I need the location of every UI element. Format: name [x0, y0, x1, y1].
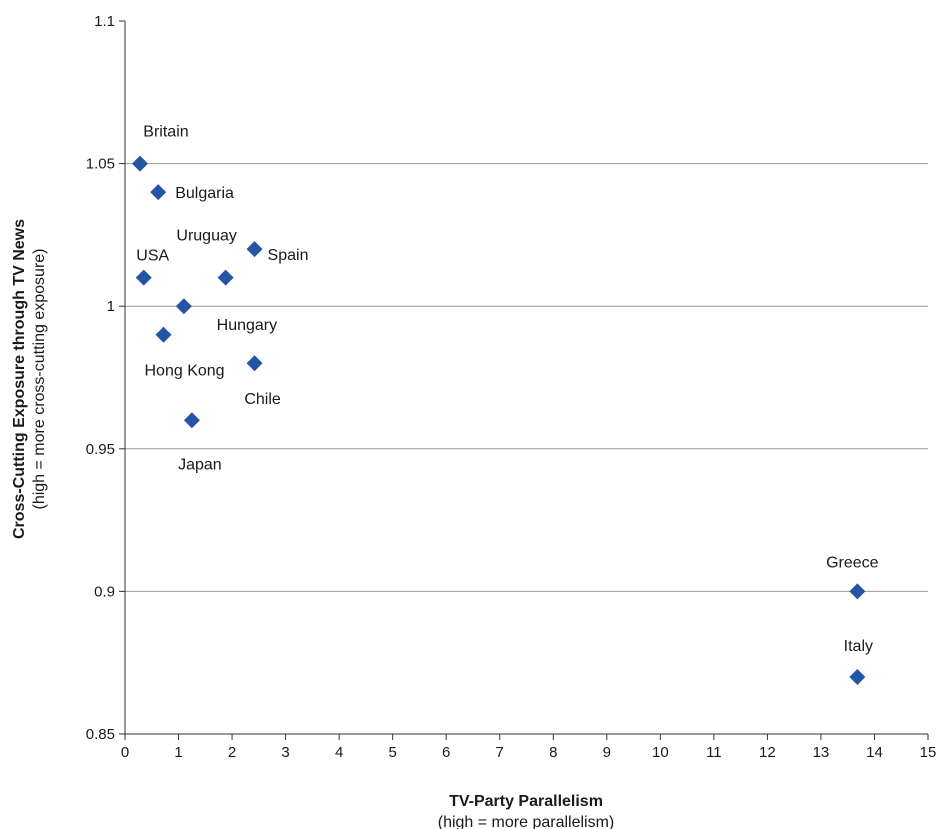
- point-label-hungary: Hungary: [217, 317, 277, 334]
- x-tick-label: 8: [549, 744, 557, 761]
- point-label-usa: USA: [136, 248, 169, 265]
- x-tick-label: 0: [121, 744, 129, 761]
- y-tick-label: 1: [107, 298, 115, 315]
- data-point-uruguay: [217, 269, 234, 286]
- x-tick-label: 10: [652, 744, 669, 761]
- data-point-greece: [849, 583, 866, 600]
- point-label-chile: Chile: [244, 391, 281, 408]
- x-tick-label: 6: [442, 744, 450, 761]
- y-tick-label: 1.1: [94, 13, 115, 30]
- x-tick-label: 13: [813, 744, 830, 761]
- x-tick-label: 2: [228, 744, 236, 761]
- x-axis-title: TV-Party Parallelism: [449, 793, 603, 810]
- point-label-greece: Greece: [826, 554, 879, 571]
- x-tick-label: 7: [496, 744, 504, 761]
- x-tick-label: 11: [706, 744, 722, 761]
- x-axis-note: (high = more parallelism): [438, 814, 615, 829]
- point-label-bulgaria: Bulgaria: [175, 185, 234, 202]
- data-point-chile: [246, 355, 263, 372]
- data-point-italy: [849, 668, 866, 685]
- data-point-hong-kong: [155, 326, 172, 343]
- point-label-italy: Italy: [844, 638, 873, 655]
- point-label-uruguay: Uruguay: [176, 228, 236, 245]
- x-tick-label: 12: [759, 744, 776, 761]
- point-label-japan: Japan: [178, 456, 222, 473]
- point-label-britain: Britain: [143, 124, 188, 141]
- x-tick-label: 5: [388, 744, 396, 761]
- data-points: [131, 155, 866, 685]
- y-axis-note: (high = more cross-cutting exposure): [31, 249, 48, 510]
- point-label-hong-kong: Hong Kong: [145, 363, 225, 380]
- data-point-usa: [135, 269, 152, 286]
- y-tick-label: 0.9: [94, 583, 115, 600]
- y-tick-label: 0.95: [86, 441, 115, 458]
- data-point-japan: [183, 412, 200, 429]
- y-tick-label: 1.05: [86, 156, 115, 173]
- gridlines: [125, 163, 928, 592]
- data-point-bulgaria: [150, 184, 167, 201]
- data-point-britain: [131, 155, 148, 172]
- y-axis-title: Cross-Cutting Exposure through TV News: [11, 219, 28, 539]
- x-tick-label: 14: [866, 744, 883, 761]
- data-point-spain: [246, 241, 263, 258]
- y-tick-label: 0.85: [86, 726, 115, 743]
- x-tick-label: 4: [335, 744, 343, 761]
- x-tick-label: 15: [920, 744, 937, 761]
- axes: [119, 20, 929, 740]
- x-tick-label: 9: [603, 744, 611, 761]
- data-point-hungary: [175, 298, 192, 315]
- x-tick-label: 3: [281, 744, 289, 761]
- point-label-spain: Spain: [268, 247, 309, 264]
- point-labels: Britain Bulgaria Uruguay Spain USA Hungary Hon…: [136, 124, 878, 655]
- x-tick-label: 1: [174, 744, 182, 761]
